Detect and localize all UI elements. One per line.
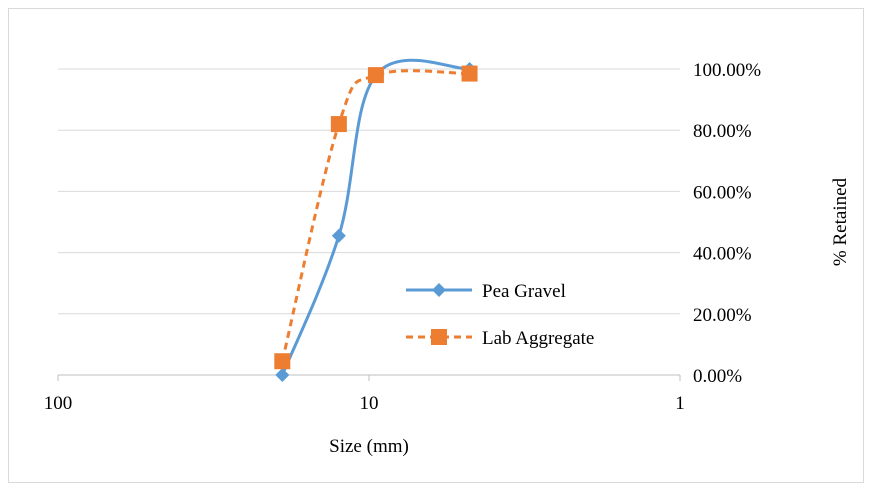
legend-item-pea-gravel: Pea Gravel bbox=[406, 281, 566, 302]
x-tick-label: 10 bbox=[360, 393, 379, 414]
y-tick-label: 60.00% bbox=[693, 182, 752, 203]
series-line-lab-aggregate bbox=[280, 69, 470, 362]
x-tick-label: 1 bbox=[675, 393, 685, 414]
data-point-pea-gravel bbox=[331, 228, 346, 243]
data-point-lab-aggregate bbox=[461, 65, 478, 82]
y-tick-labels: 0.00% 20.00% 40.00% 60.00% 80.00% 100.00% bbox=[693, 60, 761, 387]
x-tick-labels: 100 10 1 bbox=[44, 375, 685, 414]
x-axis-title: Size (mm) bbox=[329, 436, 409, 457]
y-tick-label: 80.00% bbox=[693, 121, 752, 142]
series-layer bbox=[274, 58, 478, 382]
y-tick-label: 100.00% bbox=[693, 60, 761, 81]
chart-area bbox=[8, 8, 864, 483]
y-tick-label: 0.00% bbox=[693, 366, 742, 387]
legend: Pea Gravel Lab Aggregate bbox=[406, 281, 594, 349]
legend-label: Pea Gravel bbox=[482, 281, 566, 302]
y-tick-label: 20.00% bbox=[693, 305, 752, 326]
x-tick-label: 100 bbox=[44, 393, 73, 414]
legend-item-lab-aggregate: Lab Aggregate bbox=[406, 328, 594, 349]
legend-swatch-marker bbox=[432, 283, 446, 297]
series-lab-aggregate bbox=[274, 65, 478, 370]
data-point-lab-aggregate bbox=[274, 353, 291, 370]
legend-swatch-marker bbox=[431, 329, 447, 345]
data-point-lab-aggregate bbox=[367, 67, 384, 84]
legend-label: Lab Aggregate bbox=[482, 328, 594, 349]
series-line-pea-gravel bbox=[280, 58, 470, 376]
data-point-lab-aggregate bbox=[330, 116, 347, 133]
y-axis-title: % Retained bbox=[830, 177, 851, 266]
data-point-pea-gravel bbox=[275, 368, 290, 382]
y-tick-label: 40.00% bbox=[693, 244, 752, 265]
